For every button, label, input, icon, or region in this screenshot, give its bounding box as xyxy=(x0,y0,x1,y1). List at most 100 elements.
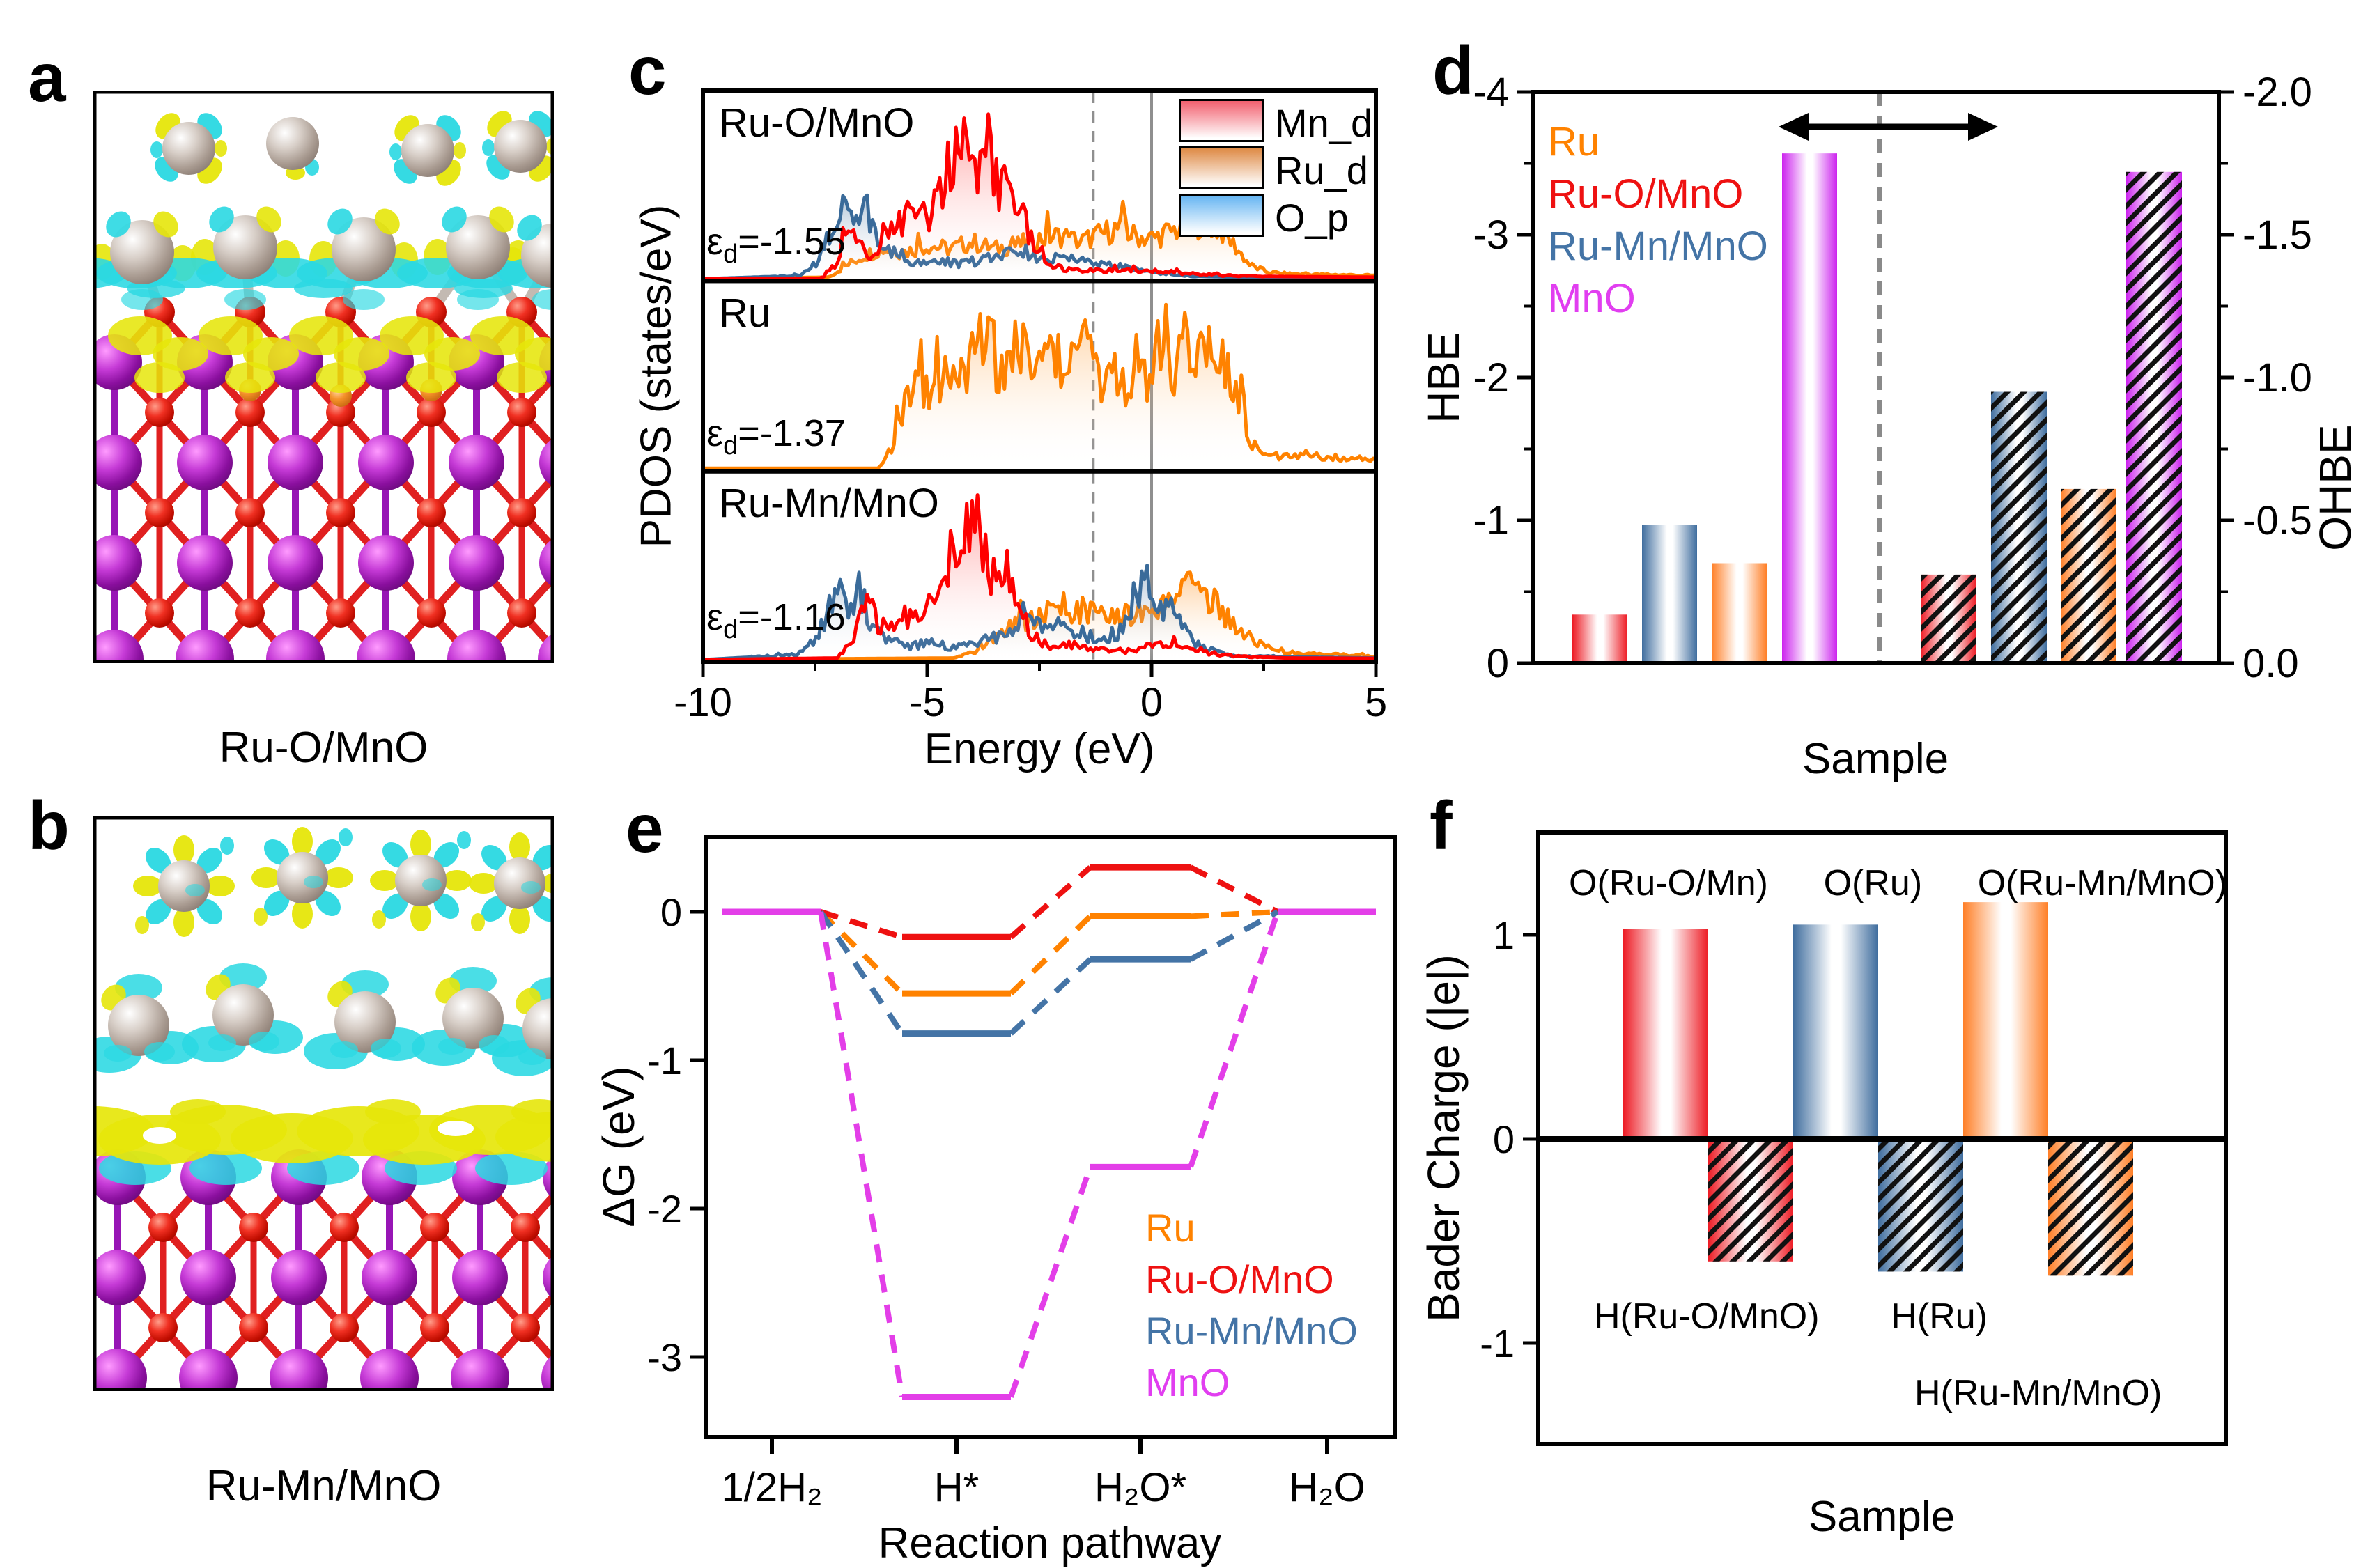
isosurface-blob xyxy=(509,905,530,934)
isosurface-blob xyxy=(106,211,131,238)
mn-atom xyxy=(447,630,506,663)
gibbs-ytick-label: 0 xyxy=(660,890,682,934)
pdos-subpanel-title-3: Ru-Mn/MnO xyxy=(719,481,939,526)
gibbs-connector-Ru-Mn/MnO xyxy=(1009,957,1092,1036)
gibbs-ytick-label: -2 xyxy=(647,1187,682,1231)
o-atom xyxy=(235,398,265,427)
o-atom xyxy=(420,1213,449,1242)
isosurface-blob xyxy=(449,967,497,995)
pdos-fill-Ru_d xyxy=(703,304,1376,469)
legend-label-Mn_d: Mn_d xyxy=(1275,101,1373,145)
pdos-subpanel-title-1: Ru-O/MnO xyxy=(719,100,915,146)
pdos-curve-Mn_d xyxy=(703,112,1376,281)
o-atom xyxy=(148,1313,178,1342)
panel-letter-c: c xyxy=(628,32,667,109)
ru-surface-atom xyxy=(213,215,277,279)
isosurface-blob xyxy=(341,970,389,998)
o-atom xyxy=(145,598,174,628)
panel-letter-f: f xyxy=(1430,787,1453,864)
isosurface-blob xyxy=(442,206,467,233)
isosurface-blob xyxy=(315,839,341,865)
isosurface-blob xyxy=(532,289,554,310)
mn-atom xyxy=(270,1349,328,1391)
hbe-bar-MnO xyxy=(1782,153,1837,663)
hbe-tick-label: -3 xyxy=(1473,212,1509,258)
bader-ytick-label: -1 xyxy=(1480,1321,1515,1365)
gibbs-connector-Ru-O/MnO xyxy=(819,909,904,940)
isosurface-blob xyxy=(438,1038,466,1055)
isosurface-blob xyxy=(509,832,530,862)
panel-letter-e: e xyxy=(626,790,664,867)
isosurface-blob xyxy=(243,337,299,371)
isosurface-blob xyxy=(518,1048,546,1065)
isosurface-blob xyxy=(185,884,205,896)
isosurface-blob xyxy=(263,839,290,865)
o-atom xyxy=(145,398,174,427)
isosurface-blob xyxy=(150,141,163,158)
pdos-y-axis-label: PDOS (states/eV) xyxy=(632,204,681,548)
o-atom xyxy=(326,498,355,527)
bader-bar-hatch-H(Ru-Mn/MnO) xyxy=(2048,1139,2133,1276)
mn-atom xyxy=(266,630,325,663)
ru-floating-atom xyxy=(266,117,319,170)
bader-hydrogen-labels-1: H(Ru-O/MnO) H(Ru) xyxy=(1594,1296,1988,1337)
isosurface-blob xyxy=(433,841,460,868)
hbe-bar-Ru xyxy=(1712,563,1767,663)
isosurface-blob xyxy=(330,1041,358,1058)
o-atom xyxy=(511,1313,540,1342)
ohbe-tick-label: -1.0 xyxy=(2243,355,2312,401)
gibbs-connector-Ru xyxy=(819,910,904,995)
isosurface-blob xyxy=(256,206,281,233)
label-o-ru: O(Ru) xyxy=(1823,863,1923,903)
hbe-tick-label: -4 xyxy=(1473,70,1509,115)
legend-label-O_p: O_p xyxy=(1275,196,1349,240)
arrow-head-right xyxy=(1968,113,1998,141)
ru-surface-atom xyxy=(442,988,504,1049)
isosurface-blob xyxy=(219,963,267,991)
isosurface-blob xyxy=(371,1039,401,1058)
mn-atom xyxy=(177,535,233,591)
gibbs-legend-item-Ru-O/MnO: Ru-O/MnO xyxy=(1145,1257,1334,1301)
isosurface-blob xyxy=(144,1042,175,1062)
gibbs-legend-item-Ru: Ru xyxy=(1145,1206,1195,1250)
mn-atom xyxy=(179,1349,238,1391)
ru-floating-atom xyxy=(395,855,447,906)
isosurface-blob xyxy=(215,140,227,157)
isosurface-blob xyxy=(365,1099,421,1124)
isosurface-blob xyxy=(145,899,171,925)
bader-bar-O(Ru-Mn/MnO) xyxy=(1963,902,2048,1139)
hbe-legend-item-Ru: Ru xyxy=(1548,119,1600,164)
ohbe-bar-hatch-MnO xyxy=(2126,171,2182,664)
isosurface-blob xyxy=(315,890,341,917)
mn-atom xyxy=(539,538,554,588)
bader-hydrogen-labels-2: H(Ru-Mn/MnO) xyxy=(1914,1373,2162,1413)
label-o-ru-o-mn: O(Ru-O/Mn) xyxy=(1569,863,1768,903)
panel-letter-b: b xyxy=(28,787,70,864)
o-atom xyxy=(330,1213,359,1242)
isosurface-blob xyxy=(410,902,431,931)
o-atom xyxy=(417,598,446,628)
isosurface-blob xyxy=(225,362,275,393)
gibbs-connector-Ru xyxy=(1190,909,1278,919)
isosurface-blob xyxy=(479,1035,509,1055)
isosurface-blob xyxy=(254,908,268,926)
bader-ytick-label: 1 xyxy=(1493,913,1515,957)
o-atom xyxy=(420,1313,449,1342)
mn-atom xyxy=(93,435,142,490)
isosurface-blob xyxy=(153,337,208,371)
isosurface-blob xyxy=(511,1099,554,1124)
o-atom xyxy=(235,498,265,527)
o-atom xyxy=(148,1213,178,1242)
isosurface-blob xyxy=(497,362,547,393)
ohbe-y-axis-label: OHBE xyxy=(2310,424,2360,551)
d-band-center-label-1: εd=-1.55 xyxy=(706,221,846,269)
isosurface-blob xyxy=(495,1112,554,1162)
ru-floating-atom xyxy=(494,120,547,173)
gibbs-xtick-label: 1/2H₂ xyxy=(721,1465,822,1510)
ohbe-tick-label: -0.5 xyxy=(2243,498,2312,543)
mn-atom xyxy=(93,535,142,591)
isosurface-blob xyxy=(382,893,408,919)
pdos-curve-Ru_d xyxy=(703,302,1377,470)
o-atom xyxy=(145,498,174,527)
isosurface-blob xyxy=(471,913,485,931)
